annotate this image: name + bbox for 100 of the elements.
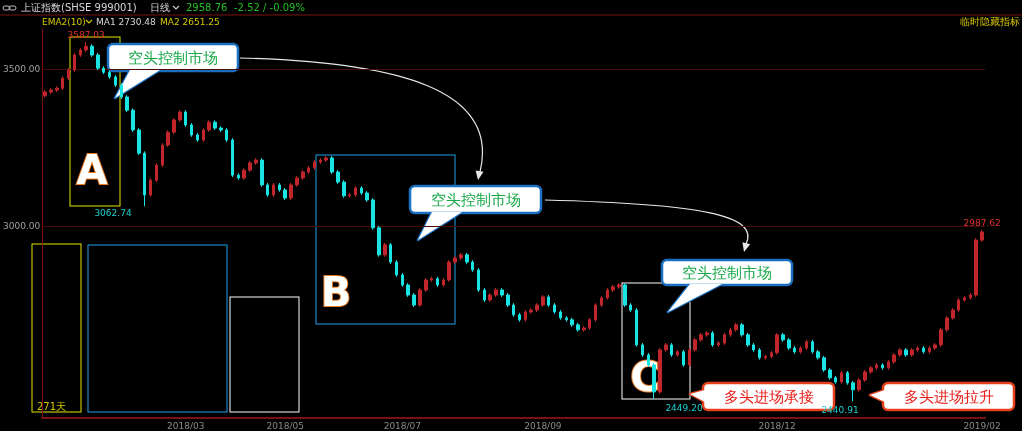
candlestick xyxy=(705,330,709,338)
x-tick-label: 2019/02 xyxy=(963,420,1001,431)
candlestick xyxy=(459,252,463,261)
candlestick xyxy=(401,272,404,288)
candlestick xyxy=(834,375,837,385)
candlestick xyxy=(629,302,632,313)
candlestick xyxy=(869,365,873,375)
candlestick xyxy=(319,157,322,165)
annotation: 多头进场拉升 xyxy=(903,387,994,406)
candlestick xyxy=(828,367,832,381)
candlestick xyxy=(518,312,521,323)
candlestick xyxy=(963,295,966,303)
candlestick xyxy=(582,325,586,333)
text: 上证指数(SHSE 999001) xyxy=(21,2,137,13)
candlestick xyxy=(980,229,984,243)
candlestick xyxy=(892,352,896,365)
candlestick xyxy=(237,172,240,181)
candlestick xyxy=(898,347,902,358)
candlestick xyxy=(606,287,609,301)
candlestick xyxy=(717,340,720,348)
candlestick xyxy=(84,41,88,53)
candlestick xyxy=(453,255,457,265)
candlestick xyxy=(746,332,750,348)
candlestick xyxy=(494,287,498,298)
candlestick xyxy=(418,287,422,308)
annotation: A xyxy=(76,147,108,193)
candlestick xyxy=(846,370,849,386)
text: MA1 2730.48 xyxy=(96,17,156,27)
candlestick xyxy=(96,52,100,71)
text: 2958.76 xyxy=(186,2,228,13)
x-tick-label: 2018/03 xyxy=(166,420,205,431)
candlestick xyxy=(213,119,217,131)
annotation: 空头控制市场 xyxy=(128,48,218,67)
candlestick xyxy=(758,347,761,361)
candlestick xyxy=(840,370,843,385)
text: 日线 xyxy=(150,2,170,13)
candlestick xyxy=(483,287,486,303)
candlestick xyxy=(313,159,316,171)
candlestick xyxy=(266,182,269,198)
candlestick xyxy=(395,259,398,278)
candlestick xyxy=(49,87,53,95)
candlestick xyxy=(336,169,340,185)
candlestick xyxy=(799,345,802,355)
candlestick xyxy=(301,169,305,181)
candlestick xyxy=(588,317,591,331)
x-tick-label: 2018/09 xyxy=(524,420,562,431)
annotation: 空头控制市场 xyxy=(430,190,521,209)
candlestick xyxy=(922,345,925,355)
candlestick xyxy=(424,277,428,293)
candlestick xyxy=(857,377,861,393)
candlestick xyxy=(114,74,117,88)
candlestick xyxy=(161,142,164,168)
candlestick xyxy=(295,175,299,188)
candlestick xyxy=(231,137,234,178)
annotation: 3062.74 xyxy=(94,208,132,218)
candlestick xyxy=(711,330,714,348)
candlestick xyxy=(682,349,685,368)
candlestick xyxy=(90,43,94,58)
candlestick xyxy=(951,307,955,321)
candlestick xyxy=(442,277,445,288)
candlestick xyxy=(811,339,814,355)
candlestick xyxy=(933,342,937,351)
candlestick xyxy=(149,177,152,198)
candlestick xyxy=(723,332,726,346)
candlestick xyxy=(570,317,574,328)
candlestick xyxy=(242,167,246,181)
candlestick xyxy=(781,332,785,343)
candlestick xyxy=(670,342,673,358)
candlestick xyxy=(565,315,568,323)
candlestick xyxy=(365,190,369,203)
candlestick xyxy=(406,282,410,298)
candlestick xyxy=(541,294,545,308)
candlestick xyxy=(225,127,228,143)
candlestick xyxy=(102,65,105,75)
candlestick xyxy=(196,132,199,143)
candlestick xyxy=(166,129,170,148)
candlestick xyxy=(178,109,182,123)
candlestick xyxy=(512,302,515,318)
candlestick xyxy=(729,327,732,338)
candlestick xyxy=(775,332,779,356)
candlestick xyxy=(770,350,773,359)
candlestick xyxy=(289,182,293,201)
y-tick-label: 3500.00 xyxy=(3,64,41,75)
candlestick xyxy=(354,185,357,198)
candlestick xyxy=(389,242,392,265)
candlestick xyxy=(974,237,978,298)
candlestick xyxy=(430,276,433,283)
candlestick xyxy=(688,347,691,368)
candlestick xyxy=(272,182,275,198)
candlestick xyxy=(957,297,960,313)
candlestick xyxy=(465,252,469,265)
candlestick xyxy=(793,345,796,355)
candlestick xyxy=(904,347,908,358)
annotation: 271天 xyxy=(37,401,67,412)
annotation: 2449.20 xyxy=(665,403,703,413)
annotation: 空头控制市场 xyxy=(682,263,772,282)
x-tick-label: 2018/05 xyxy=(266,420,304,431)
candlestick xyxy=(219,125,223,133)
candlestick xyxy=(506,292,510,308)
candlestick xyxy=(553,302,556,315)
